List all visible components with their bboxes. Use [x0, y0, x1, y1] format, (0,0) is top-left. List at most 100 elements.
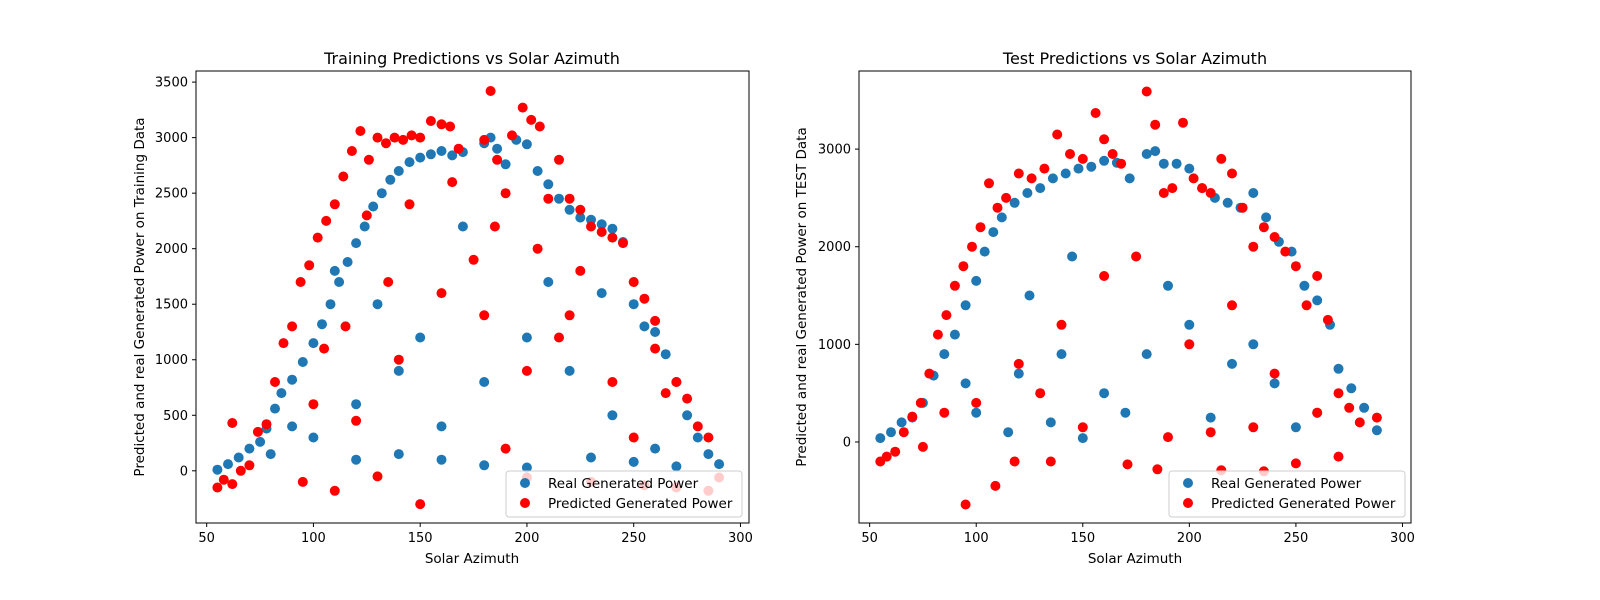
- training-predicted-point: [340, 321, 351, 332]
- training-legend: Real Generated Power Predicted Generated…: [505, 470, 743, 518]
- test-predicted-point: [932, 329, 943, 340]
- test-real-point: [1013, 368, 1024, 379]
- test-real-point: [886, 427, 896, 438]
- test-predicted-point: [1354, 417, 1365, 428]
- test-real-point: [1205, 412, 1216, 423]
- test-predicted-point: [1322, 314, 1333, 325]
- training-predicted-point: [244, 460, 255, 471]
- training-predicted-point: [575, 265, 586, 276]
- test-predicted-point: [1077, 153, 1088, 164]
- training-real-point: [479, 460, 490, 471]
- training-real-point: [287, 421, 298, 432]
- training-real-point: [650, 327, 661, 337]
- test-predicted-point: [990, 480, 1001, 491]
- training-predicted-point: [406, 130, 417, 141]
- test-predicted-point: [1248, 241, 1259, 252]
- test-predicted-point: [1141, 86, 1152, 97]
- test-predicted-point: [1163, 432, 1173, 443]
- training-predicted-point: [372, 471, 383, 482]
- training-chart: Training Predictions vs Solar Azimuth 50…: [132, 49, 753, 567]
- test-predicted-point: [958, 261, 969, 272]
- training-predicted-point: [447, 177, 458, 188]
- training-predicted-point: [329, 485, 340, 496]
- test-real-point: [1184, 319, 1195, 330]
- test-x-tick-label: 300: [1390, 531, 1415, 546]
- test-real-point: [1035, 183, 1046, 194]
- test-legend-real-marker: [1183, 478, 1193, 488]
- test-predicted-point: [915, 397, 926, 408]
- training-plot-frame: [195, 70, 750, 524]
- training-y-tick-label: 0: [180, 464, 188, 479]
- training-predicted-point: [500, 188, 511, 199]
- training-predicted-point: [363, 154, 374, 165]
- test-predicted-point: [1258, 222, 1269, 233]
- test-predicted-point: [1045, 456, 1056, 467]
- training-real-point: [415, 152, 426, 163]
- test-real-point: [988, 227, 999, 238]
- test-predicted-point: [1099, 134, 1110, 145]
- training-predicted-point: [492, 154, 503, 165]
- training-real-point: [223, 459, 233, 470]
- test-points-layer: [875, 86, 1382, 510]
- test-real-point: [1227, 358, 1237, 369]
- training-real-point: [425, 149, 436, 160]
- training-predicted-point: [312, 232, 323, 243]
- test-predicted-point: [1039, 163, 1050, 174]
- test-predicted-point: [960, 499, 971, 510]
- test-real-point: [971, 407, 982, 418]
- training-legend-predicted-marker: [520, 498, 530, 508]
- training-predicted-point: [660, 388, 671, 399]
- test-real-point: [1248, 339, 1259, 350]
- test-x-tick-label: 150: [1070, 531, 1095, 546]
- training-real-point: [543, 179, 554, 190]
- training-predicted-point: [218, 474, 229, 485]
- training-real-point: [308, 338, 319, 349]
- test-x-axis-label: Solar Azimuth: [1088, 551, 1182, 567]
- test-predicted-point: [1227, 168, 1237, 179]
- training-real-point: [628, 299, 639, 310]
- training-real-point: [479, 377, 490, 387]
- test-y-tick-label: 2000: [818, 240, 851, 255]
- test-predicted-point: [1122, 459, 1133, 470]
- test-real-point: [1158, 158, 1169, 169]
- training-real-point: [575, 212, 586, 223]
- test-real-point: [1184, 163, 1195, 174]
- training-predicted-point: [479, 310, 490, 321]
- test-predicted-point: [941, 310, 952, 321]
- test-real-point: [1312, 295, 1323, 306]
- training-real-point: [543, 277, 554, 287]
- training-real-point: [639, 321, 650, 332]
- training-predicted-point: [404, 199, 415, 210]
- training-real-point: [351, 238, 362, 249]
- test-x-tick-label: 250: [1283, 531, 1308, 546]
- test-real-point: [960, 378, 971, 389]
- test-real-point: [1073, 163, 1084, 174]
- training-real-point: [703, 449, 714, 460]
- test-predicted-point: [1065, 149, 1075, 159]
- training-predicted-point: [639, 293, 650, 304]
- test-predicted-point: [1178, 117, 1188, 128]
- training-real-point: [265, 449, 276, 460]
- test-predicted-point: [1333, 388, 1344, 399]
- training-real-point: [586, 452, 596, 463]
- training-predicted-point: [227, 418, 238, 428]
- test-real-point: [1022, 188, 1033, 198]
- test-legend-real-label: Real Generated Power: [1211, 476, 1362, 492]
- training-predicted-point: [628, 277, 639, 287]
- test-predicted-point: [1333, 451, 1344, 462]
- test-predicted-point: [1290, 261, 1301, 272]
- test-y-tick-label: 3000: [818, 143, 851, 158]
- training-y-tick-label: 2500: [155, 187, 188, 202]
- test-predicted-point: [1301, 300, 1312, 311]
- test-predicted-point: [975, 222, 986, 233]
- training-predicted-point: [425, 116, 436, 126]
- training-predicted-point: [287, 321, 298, 332]
- training-real-point: [385, 174, 396, 185]
- test-legend-predicted-label: Predicted Generated Power: [1211, 496, 1396, 512]
- training-real-point: [457, 221, 468, 232]
- training-predicted-point: [383, 277, 394, 287]
- test-real-point: [1009, 197, 1020, 208]
- training-real-point: [436, 146, 447, 156]
- test-real-point: [1067, 251, 1078, 262]
